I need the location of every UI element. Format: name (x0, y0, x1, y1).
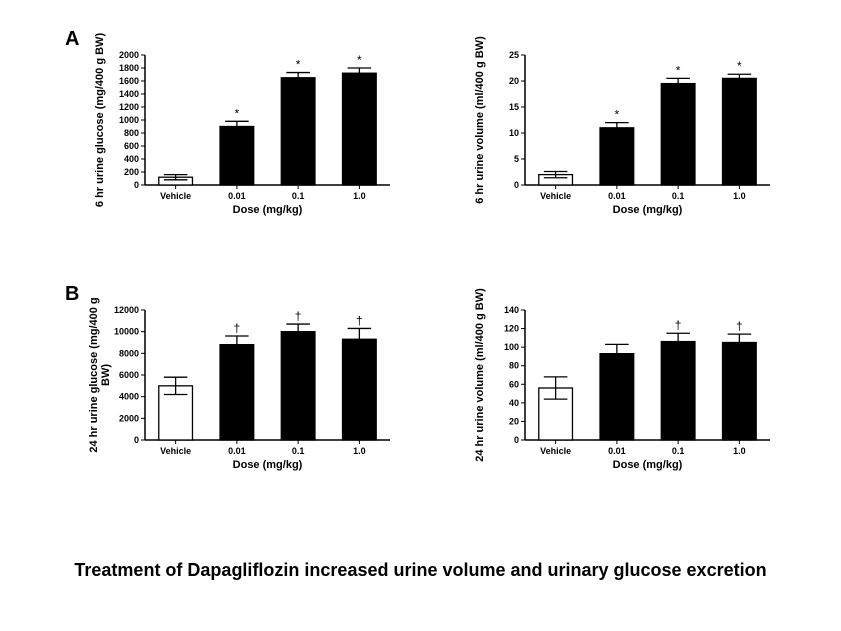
svg-text:1.0: 1.0 (733, 191, 746, 201)
svg-text:0.1: 0.1 (672, 191, 685, 201)
svg-text:8000: 8000 (119, 348, 139, 358)
svg-text:400: 400 (124, 154, 139, 164)
svg-text:20: 20 (509, 416, 519, 426)
svg-text:10000: 10000 (114, 327, 139, 337)
svg-text:1600: 1600 (119, 76, 139, 86)
svg-text:60: 60 (509, 379, 519, 389)
svg-text:0.1: 0.1 (292, 446, 305, 456)
svg-text:0.01: 0.01 (608, 191, 626, 201)
svg-text:1400: 1400 (119, 89, 139, 99)
svg-text:B: B (65, 283, 79, 305)
svg-text:25: 25 (509, 50, 519, 60)
figure-caption: Treatment of Dapagliflozin increased uri… (0, 560, 841, 581)
svg-text:600: 600 (124, 141, 139, 151)
svg-text:*: * (737, 59, 742, 73)
svg-text:800: 800 (124, 128, 139, 138)
svg-text:*: * (296, 58, 301, 72)
svg-text:0.1: 0.1 (672, 446, 685, 456)
svg-text:0: 0 (514, 435, 519, 445)
svg-text:1800: 1800 (119, 63, 139, 73)
svg-text:1000: 1000 (119, 115, 139, 125)
svg-text:1200: 1200 (119, 102, 139, 112)
svg-text:Vehicle: Vehicle (540, 446, 571, 456)
svg-text:2000: 2000 (119, 50, 139, 60)
svg-text:5: 5 (514, 154, 519, 164)
svg-text:0.01: 0.01 (228, 446, 246, 456)
svg-text:Dose (mg/kg): Dose (mg/kg) (233, 204, 303, 216)
svg-text:200: 200 (124, 167, 139, 177)
svg-text:100: 100 (504, 342, 519, 352)
svg-text:†: † (234, 321, 241, 335)
svg-text:Dose (mg/kg): Dose (mg/kg) (613, 204, 683, 216)
svg-text:20: 20 (509, 76, 519, 86)
svg-text:120: 120 (504, 324, 519, 334)
svg-text:1.0: 1.0 (353, 191, 366, 201)
svg-text:Vehicle: Vehicle (540, 191, 571, 201)
svg-text:6000: 6000 (119, 370, 139, 380)
svg-text:24 hr urine volume (ml/400 g B: 24 hr urine volume (ml/400 g BW) (474, 288, 486, 462)
svg-text:40: 40 (509, 398, 519, 408)
svg-text:2000: 2000 (119, 413, 139, 423)
svg-text:Dose (mg/kg): Dose (mg/kg) (233, 459, 303, 471)
svg-text:*: * (615, 108, 620, 122)
svg-text:0: 0 (514, 180, 519, 190)
svg-text:Vehicle: Vehicle (160, 191, 191, 201)
svg-text:6 hr urine glucose (mg/400 g B: 6 hr urine glucose (mg/400 g BW) (94, 33, 106, 208)
svg-text:*: * (676, 63, 681, 77)
figure-container: 0200400600800100012001400160018002000Veh… (30, 20, 810, 550)
svg-text:4000: 4000 (119, 392, 139, 402)
svg-text:24 hr urine glucose (mg/400 gB: 24 hr urine glucose (mg/400 gBW) (88, 297, 112, 452)
svg-text:A: A (65, 28, 79, 50)
svg-text:140: 140 (504, 305, 519, 315)
svg-text:6 hr urine volume (ml/400 g BW: 6 hr urine volume (ml/400 g BW) (474, 36, 486, 204)
svg-text:†: † (675, 318, 682, 332)
svg-text:*: * (235, 106, 240, 120)
svg-text:†: † (736, 319, 743, 333)
svg-text:*: * (357, 53, 362, 67)
svg-text:†: † (356, 313, 363, 327)
svg-text:12000: 12000 (114, 305, 139, 315)
svg-text:0.01: 0.01 (228, 191, 246, 201)
svg-text:1.0: 1.0 (733, 446, 746, 456)
svg-text:0.01: 0.01 (608, 446, 626, 456)
svg-text:80: 80 (509, 361, 519, 371)
svg-text:1.0: 1.0 (353, 446, 366, 456)
svg-text:Vehicle: Vehicle (160, 446, 191, 456)
svg-text:0: 0 (134, 180, 139, 190)
charts-svg: 0200400600800100012001400160018002000Veh… (30, 20, 810, 550)
svg-text:0.1: 0.1 (292, 191, 305, 201)
svg-text:†: † (295, 309, 302, 323)
svg-text:Dose (mg/kg): Dose (mg/kg) (613, 459, 683, 471)
svg-text:10: 10 (509, 128, 519, 138)
svg-text:0: 0 (134, 435, 139, 445)
svg-text:15: 15 (509, 102, 519, 112)
